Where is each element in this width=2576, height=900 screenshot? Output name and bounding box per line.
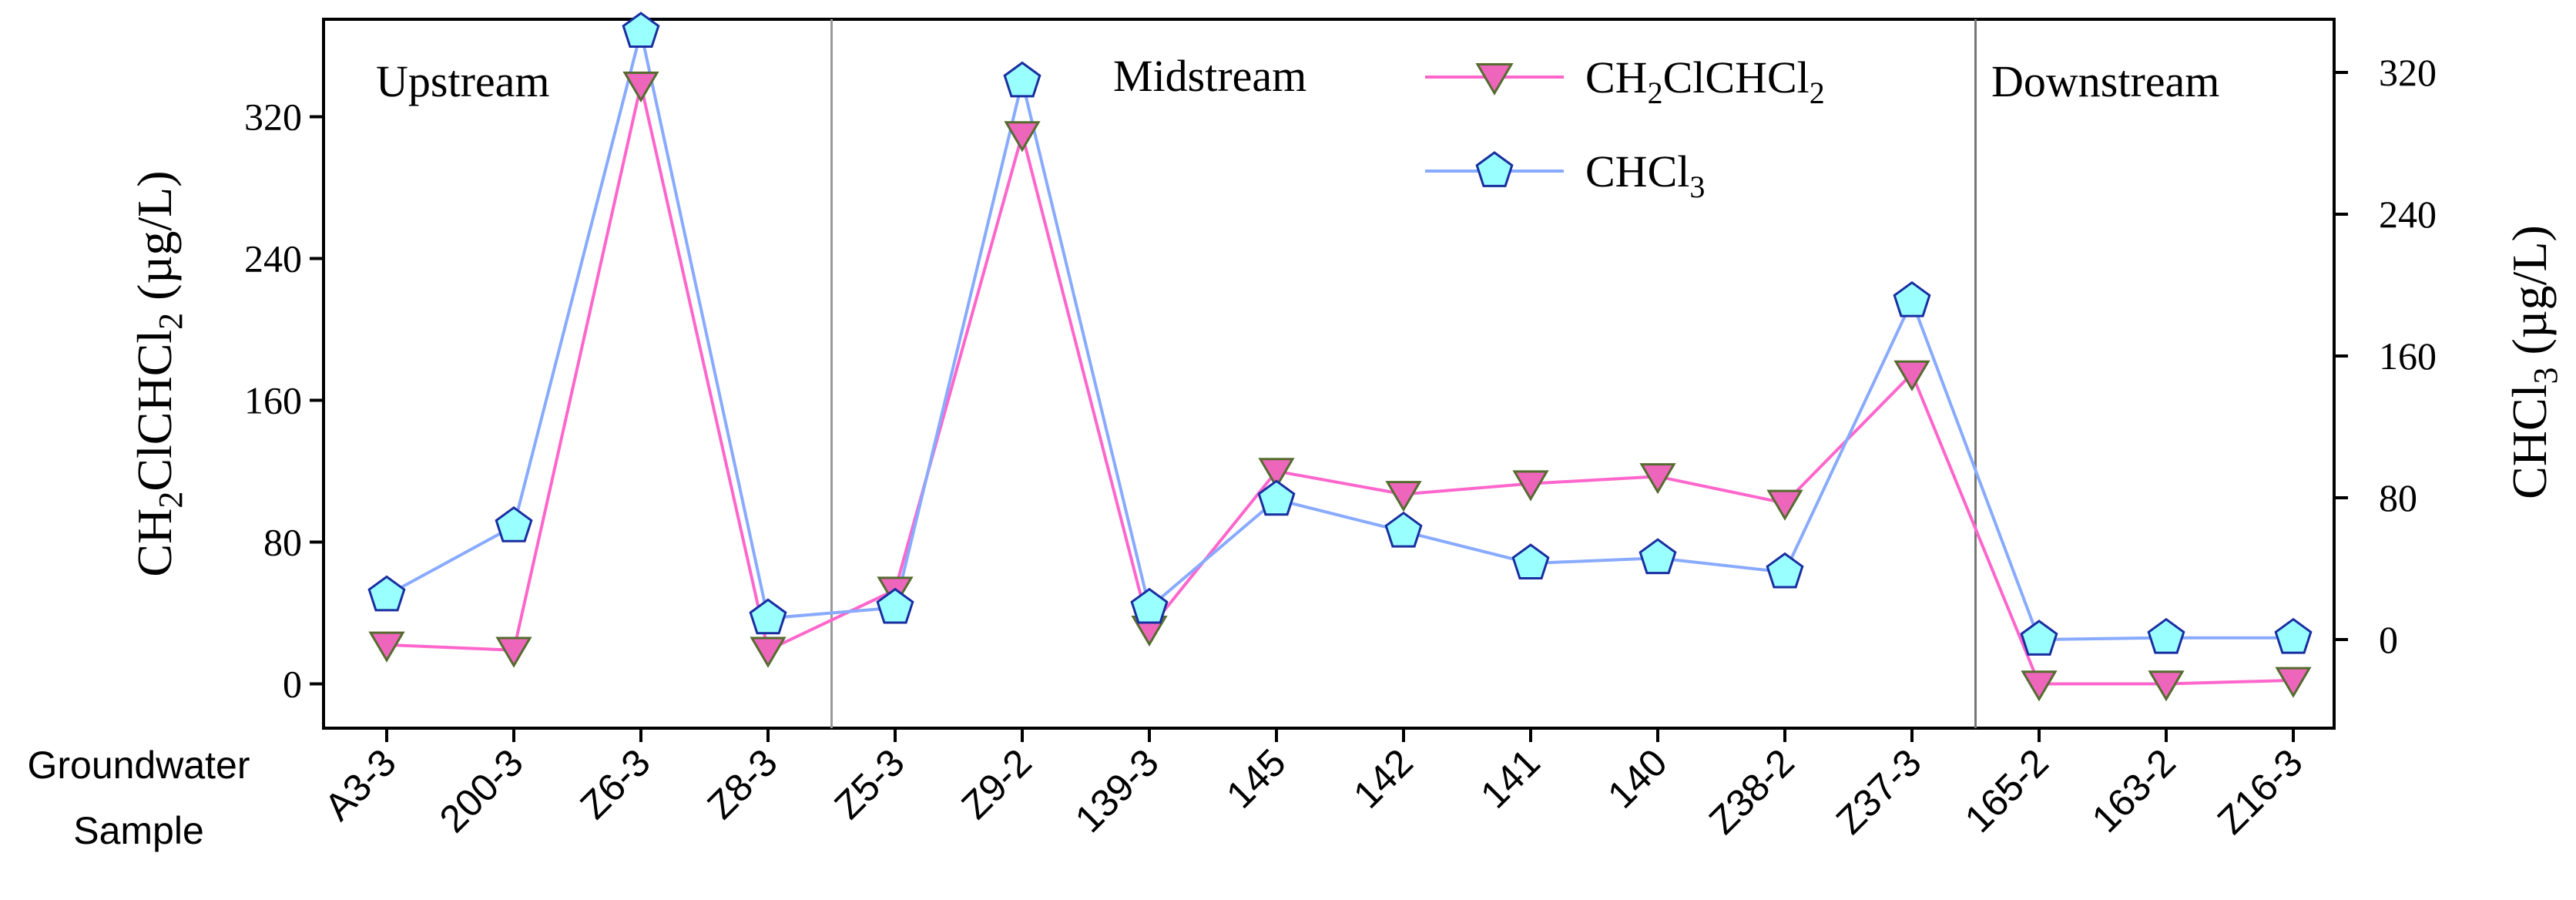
legend-marker-chcl3 bbox=[1475, 151, 1514, 187]
series-line-chcl3 bbox=[386, 31, 2293, 642]
y-left-tick-label: 0 bbox=[283, 663, 302, 706]
chart-frame bbox=[310, 18, 2348, 742]
chcl3-point-139-3 bbox=[1130, 587, 1169, 624]
ch2clchcl2-point-163-2 bbox=[2148, 670, 2185, 702]
x-tick-label-Z6-3: Z6-3 bbox=[572, 740, 658, 827]
x-tick-label-163-2: 163-2 bbox=[2084, 740, 2184, 841]
x-tick-label-Z9-2: Z9-2 bbox=[953, 740, 1039, 827]
chcl3-point-141 bbox=[1511, 543, 1550, 579]
x-tick-label-200-3: 200-3 bbox=[431, 740, 532, 841]
chcl3-point-Z6-3 bbox=[622, 12, 660, 48]
x-tick-label-Z5-3: Z5-3 bbox=[826, 740, 912, 827]
region-label-midstream: Midstream bbox=[1113, 51, 1306, 101]
chcl3-point-A3-3 bbox=[367, 575, 406, 612]
chcl3-point-145 bbox=[1257, 479, 1296, 516]
chcl3-point-142 bbox=[1384, 511, 1423, 548]
series-lines bbox=[386, 31, 2294, 686]
series-markers bbox=[367, 12, 2313, 702]
chcl3-point-Z9-2 bbox=[1003, 61, 1041, 98]
x-axis-label-line2: Sample bbox=[73, 809, 204, 852]
y-left-tick-label: 160 bbox=[244, 379, 302, 422]
x-tick-label-Z16-3: Z16-3 bbox=[2209, 740, 2311, 842]
ch2clchcl2-point-142 bbox=[1385, 481, 1422, 512]
legend-marker-ch2clchcl2 bbox=[1475, 63, 1514, 96]
legend-label-ch2clchcl2: CH2ClCHCl2 bbox=[1585, 52, 1825, 110]
ch2clchcl2-point-A3-3 bbox=[368, 631, 405, 663]
y-left-axis-label: CH2ClCHCl2 (µg/L) bbox=[127, 170, 190, 576]
chcl3-point-Z16-3 bbox=[2274, 617, 2313, 654]
x-tick-label-Z37-3: Z37-3 bbox=[1828, 740, 1930, 842]
chcl3-point-Z37-3 bbox=[1893, 280, 1931, 317]
ch2clchcl2-point-165-2 bbox=[2021, 670, 2058, 702]
legend-label-chcl3: CHCl3 bbox=[1585, 146, 1705, 204]
x-tick-label-Z38-2: Z38-2 bbox=[1701, 740, 1803, 842]
x-tick-label-142: 142 bbox=[1345, 740, 1421, 817]
x-axis-label-line1: Groundwater bbox=[27, 744, 250, 787]
y-right-axis-label: CHCl3 (µg/L) bbox=[2502, 225, 2564, 499]
ch2clchcl2-point-Z16-3 bbox=[2275, 667, 2312, 698]
chart-text: 0 80 160 240 320 0 80 160 240 320 A3-3 200-3 Z6-3 Z8-… bbox=[27, 51, 2564, 852]
y-right-tick-label: 80 bbox=[2379, 476, 2417, 519]
x-tick-label-141: 141 bbox=[1472, 740, 1548, 817]
chcl3-point-Z8-3 bbox=[749, 598, 787, 635]
ch2clchcl2-point-140 bbox=[1639, 463, 1676, 495]
x-tick-label-A3-3: A3-3 bbox=[316, 740, 404, 828]
chcl3-point-Z38-2 bbox=[1766, 552, 1804, 589]
ch2clchcl2-point-200-3 bbox=[495, 636, 532, 668]
x-tick-label-165-2: 165-2 bbox=[1957, 740, 2057, 841]
x-tick-label-139-3: 139-3 bbox=[1067, 740, 1167, 841]
y-right-tick-label: 320 bbox=[2379, 51, 2437, 94]
y-right-tick-label: 240 bbox=[2379, 193, 2437, 236]
region-label-downstream: Downstream bbox=[1991, 56, 2219, 106]
y-left-tick-label: 240 bbox=[244, 237, 302, 280]
chcl3-point-165-2 bbox=[2020, 620, 2058, 656]
ch2clchcl2-point-Z8-3 bbox=[750, 636, 787, 668]
ch2clchcl2-point-Z38-2 bbox=[1766, 489, 1803, 521]
plot-frame bbox=[322, 18, 2336, 730]
ch2clchcl2-point-Z37-3 bbox=[1893, 360, 1930, 391]
chcl3-point-163-2 bbox=[2147, 617, 2185, 654]
ch2clchcl2-point-Z6-3 bbox=[622, 71, 659, 103]
x-tick-label-140: 140 bbox=[1599, 740, 1675, 817]
chcl3-point-200-3 bbox=[495, 505, 533, 542]
y-left-tick-label: 320 bbox=[244, 96, 302, 139]
series-line-ch2clchcl2 bbox=[386, 84, 2294, 686]
y-right-tick-label: 160 bbox=[2379, 334, 2437, 378]
x-tick-label-145: 145 bbox=[1218, 740, 1294, 817]
x-tick-label-Z8-3: Z8-3 bbox=[699, 740, 785, 827]
region-label-upstream: Upstream bbox=[376, 56, 550, 106]
y-left-tick-label: 80 bbox=[263, 521, 302, 564]
chcl3-point-140 bbox=[1639, 538, 1677, 575]
ch2clchcl2-point-Z9-2 bbox=[1004, 121, 1041, 153]
ch2clchcl2-point-141 bbox=[1512, 470, 1549, 502]
ch2clchcl2-point-145 bbox=[1258, 458, 1295, 489]
y-right-tick-label: 0 bbox=[2379, 618, 2398, 661]
chcl3-point-Z5-3 bbox=[876, 587, 914, 624]
